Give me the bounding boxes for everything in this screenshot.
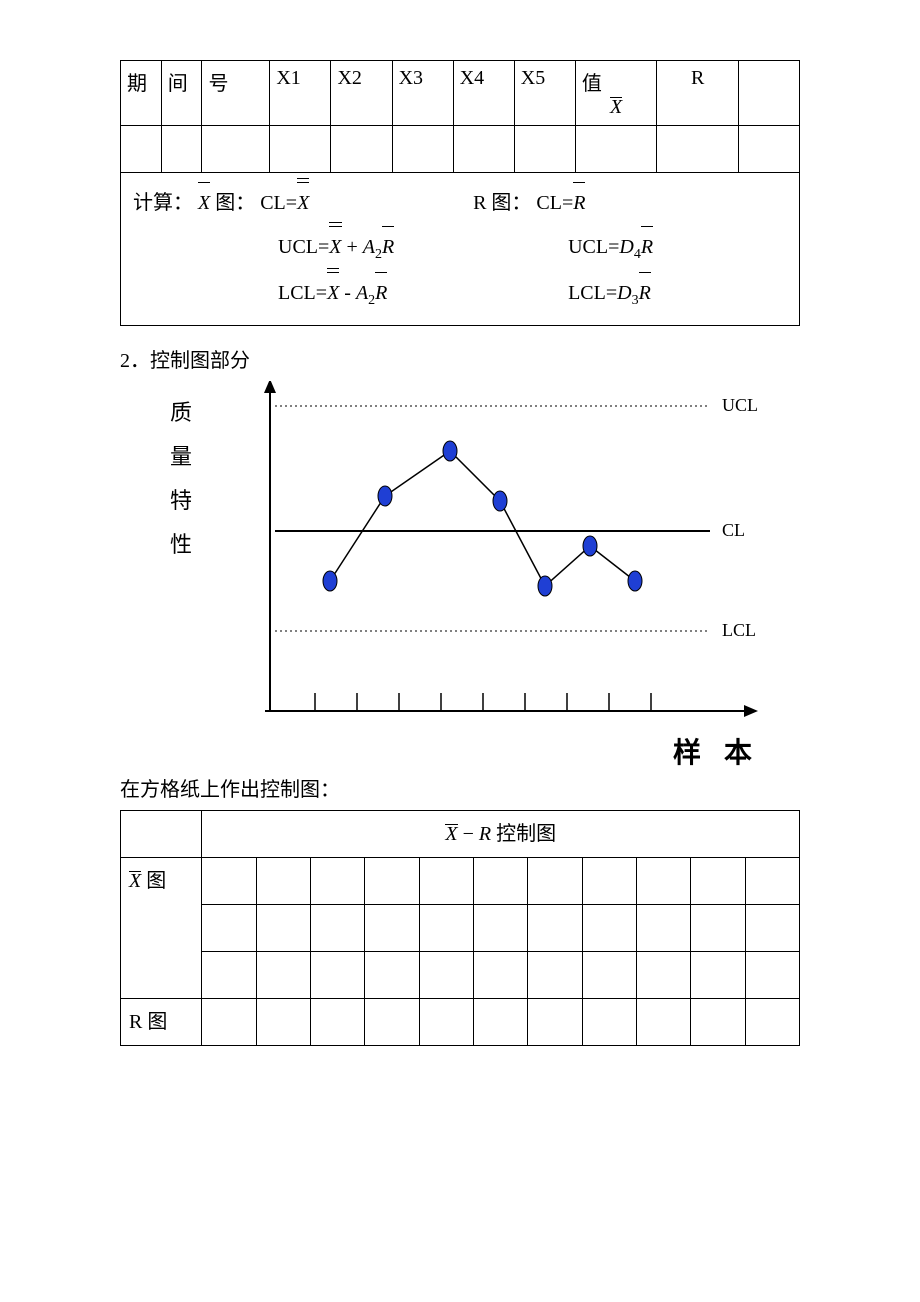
table1-header-cell: 期 — [121, 61, 162, 126]
table2-grid-cell — [745, 998, 799, 1045]
table1-header-cell: X4 — [453, 61, 514, 126]
table2-grid-cell — [636, 998, 690, 1045]
table2-grid-cell — [582, 904, 636, 951]
table2-grid-cell — [256, 998, 310, 1045]
table1-empty-cell — [514, 126, 575, 173]
table2-grid-cell — [636, 951, 690, 998]
table2-grid-cell — [256, 951, 310, 998]
table2-grid-cell — [474, 998, 528, 1045]
table2-grid-cell — [256, 857, 310, 904]
r-ucl-formula: UCL=D4R — [568, 236, 653, 258]
table2-grid-cell — [419, 857, 473, 904]
table2-grid-cell — [311, 951, 365, 998]
x-ucl-formula: UCL=X + A2R — [278, 236, 394, 258]
table2-grid-cell — [528, 951, 582, 998]
table2-grid-cell — [528, 904, 582, 951]
table2-grid-cell — [311, 857, 365, 904]
calc-cell: 计算： X 图： CL=X UCL=X + A2R LCL=X - A2R R … — [121, 173, 800, 326]
table1-empty-cell — [202, 126, 270, 173]
table2-grid-cell — [745, 857, 799, 904]
section-2-title: 2．控制图部分 — [120, 344, 800, 373]
table2-row-header: X 图 — [121, 857, 202, 998]
table2-grid-cell — [419, 998, 473, 1045]
control-chart: 质量特性 UCLCLLCL 样 本 — [120, 381, 800, 761]
table2-grid-cell — [474, 857, 528, 904]
table2-grid-cell — [691, 998, 745, 1045]
table1-empty-cell — [331, 126, 392, 173]
table1-header-cell: R — [657, 61, 738, 126]
table1-empty-cell — [121, 126, 162, 173]
table2-grid-cell — [365, 998, 419, 1045]
table2-grid-cell — [474, 904, 528, 951]
table2-grid-cell — [745, 904, 799, 951]
table1-header-cell: 号 — [202, 61, 270, 126]
table2-grid-cell — [528, 857, 582, 904]
table1-header-cell: X3 — [392, 61, 453, 126]
x-lcl-formula: LCL=X - A2R — [278, 282, 387, 304]
table1-empty-cell — [575, 126, 656, 173]
table1-empty-cell — [738, 126, 799, 173]
table1-header-cell: X1 — [270, 61, 331, 126]
table1-header-cell: 值X — [575, 61, 656, 126]
table2-grid-cell — [419, 904, 473, 951]
xchart-label: 图： — [215, 192, 255, 214]
table2-grid-cell — [202, 857, 256, 904]
table1-header-cell — [738, 61, 799, 126]
table2-grid-cell — [311, 998, 365, 1045]
table2-row-header: R 图 — [121, 998, 202, 1045]
table2-grid-cell — [365, 857, 419, 904]
table2-grid-cell — [256, 904, 310, 951]
table2-grid-cell — [365, 904, 419, 951]
table2-grid-cell — [419, 951, 473, 998]
table2-title: X − R 控制图 — [202, 810, 800, 857]
x-cl-formula: CL=X — [260, 192, 309, 214]
table2-grid-cell — [745, 951, 799, 998]
table1-header-cell: 间 — [161, 61, 202, 126]
table1-empty-cell — [392, 126, 453, 173]
table2-grid-cell — [636, 857, 690, 904]
table2-grid-cell — [691, 904, 745, 951]
table2-grid-cell — [582, 951, 636, 998]
svg-text:LCL: LCL — [722, 620, 756, 640]
table2-grid-cell — [202, 904, 256, 951]
table2-grid-cell — [691, 951, 745, 998]
table1-empty-cell — [161, 126, 202, 173]
table2-corner — [121, 810, 202, 857]
table1-empty-cell — [270, 126, 331, 173]
svg-text:CL: CL — [722, 520, 745, 540]
table2-grid-cell — [636, 904, 690, 951]
table1-header-cell: X5 — [514, 61, 575, 126]
grid-instruction: 在方格纸上作出控制图： — [120, 773, 800, 802]
table2-grid-cell — [582, 998, 636, 1045]
grid-paper-table: X − R 控制图X 图 R 图 — [120, 810, 800, 1046]
table2-grid-cell — [365, 951, 419, 998]
x-axis-label: 样 本 — [673, 731, 760, 771]
table2-grid-cell — [528, 998, 582, 1045]
table2-grid-cell — [691, 857, 745, 904]
r-lcl-formula: LCL=D3R — [568, 282, 651, 304]
rchart-label: R 图： — [473, 192, 531, 214]
table1-empty-cell — [453, 126, 514, 173]
r-cl-formula: CL=R — [536, 192, 585, 214]
table1-empty-cell — [657, 126, 738, 173]
table2-grid-cell — [202, 998, 256, 1045]
table2-grid-cell — [311, 904, 365, 951]
table1-header-cell: X2 — [331, 61, 392, 126]
data-table: 期间号X1X2X3X4X5值XR 计算： X 图： CL=X UCL=X + A… — [120, 60, 800, 326]
table2-grid-cell — [474, 951, 528, 998]
svg-text:UCL: UCL — [722, 395, 758, 415]
table2-grid-cell — [582, 857, 636, 904]
y-axis-label: 质量特性 — [170, 391, 192, 567]
calc-label: 计算： — [133, 192, 193, 214]
table2-grid-cell — [202, 951, 256, 998]
